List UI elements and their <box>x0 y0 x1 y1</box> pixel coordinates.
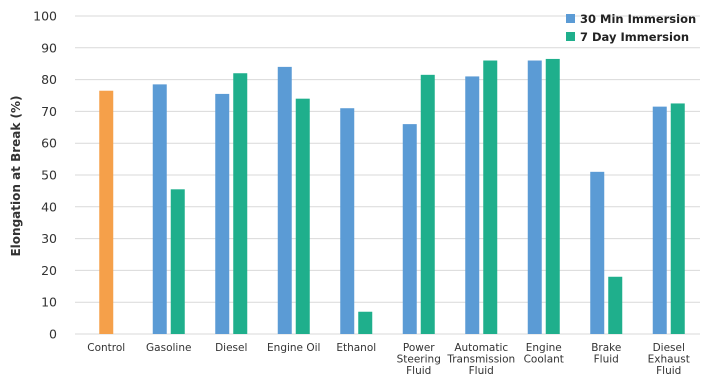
bar-30-min <box>465 76 480 335</box>
y-tick-label: 10 <box>41 295 57 310</box>
x-category-label: Automatic Transmission Fluid <box>446 342 515 377</box>
bar-30-min <box>402 124 417 335</box>
bars <box>99 58 685 335</box>
x-category-label: Engine Coolant <box>524 342 564 366</box>
bar-7-day <box>608 276 623 334</box>
bar-7-day <box>170 189 185 334</box>
y-tick-label: 80 <box>41 72 57 87</box>
x-category-label: Brake Fluid <box>591 342 621 366</box>
x-category-label: Ethanol <box>336 342 376 354</box>
bar-30-min <box>340 108 355 334</box>
bar-30-min <box>215 93 230 334</box>
x-category-label: Gasoline <box>146 342 191 354</box>
y-tick-label: 70 <box>41 104 57 119</box>
legend: 30 Min Immersion 7 Day Immersion <box>566 12 696 44</box>
y-axis-ticks: 0 10 20 30 40 50 60 70 80 90 100 <box>33 9 57 342</box>
x-category-label: Engine Oil <box>267 342 320 354</box>
bar-30-min <box>590 171 605 334</box>
bar-7-day <box>545 58 560 335</box>
y-tick-label: 0 <box>49 327 57 342</box>
bar-control <box>99 90 114 334</box>
legend-label: 30 Min Immersion <box>580 12 696 26</box>
bar-7-day <box>233 73 248 335</box>
y-tick-label: 40 <box>41 199 57 214</box>
y-tick-label: 90 <box>41 40 57 55</box>
y-tick-label: 100 <box>33 9 57 24</box>
y-tick-label: 20 <box>41 263 57 278</box>
bar-30-min <box>152 84 167 335</box>
legend-label: 7 Day Immersion <box>580 30 689 44</box>
y-tick-label: 50 <box>41 168 57 183</box>
gridlines <box>75 15 700 335</box>
legend-swatch <box>566 14 575 23</box>
y-tick-label: 30 <box>41 231 57 246</box>
y-tick-label: 60 <box>41 136 57 151</box>
bar-7-day <box>420 74 435 334</box>
x-category-label: Control <box>87 342 125 354</box>
bar-7-day <box>483 60 498 335</box>
bar-30-min <box>652 106 667 334</box>
bar-30-min <box>527 60 542 335</box>
bar-7-day <box>358 311 373 334</box>
y-axis-label: Elongation at Break (%) <box>9 95 23 256</box>
x-category-label: Diesel <box>215 342 247 354</box>
legend-swatch <box>566 32 575 41</box>
x-category-label: Diesel Exhaust Fluid <box>648 342 690 377</box>
x-axis-categories: Control Gasoline Diesel Engine Oil Ethanol Po… <box>87 342 690 377</box>
bar-30-min <box>277 66 292 334</box>
bar-7-day <box>295 98 310 335</box>
x-category-label: Power Steering Fluid <box>397 342 441 377</box>
bar-7-day <box>670 103 685 334</box>
